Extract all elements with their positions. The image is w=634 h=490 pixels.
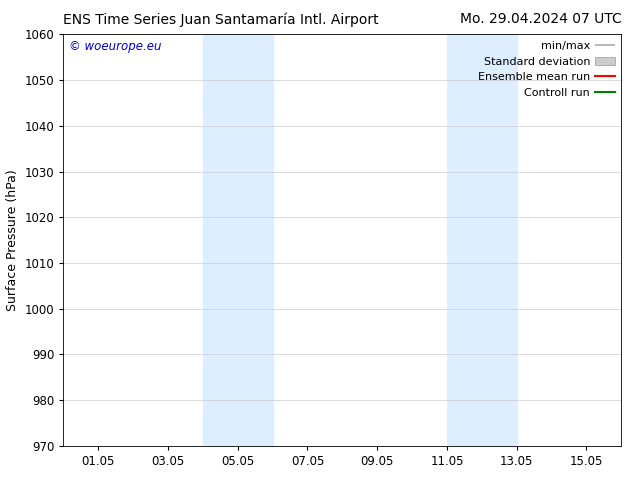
Bar xyxy=(447,34,517,446)
Bar xyxy=(203,34,273,446)
Text: Mo. 29.04.2024 07 UTC: Mo. 29.04.2024 07 UTC xyxy=(460,12,621,26)
Text: © woeurope.eu: © woeurope.eu xyxy=(69,41,162,53)
Text: ENS Time Series Juan Santamaría Intl. Airport: ENS Time Series Juan Santamaría Intl. Ai… xyxy=(63,12,379,27)
Y-axis label: Surface Pressure (hPa): Surface Pressure (hPa) xyxy=(6,169,19,311)
Legend: min/max, Standard deviation, Ensemble mean run, Controll run: min/max, Standard deviation, Ensemble me… xyxy=(474,37,619,102)
